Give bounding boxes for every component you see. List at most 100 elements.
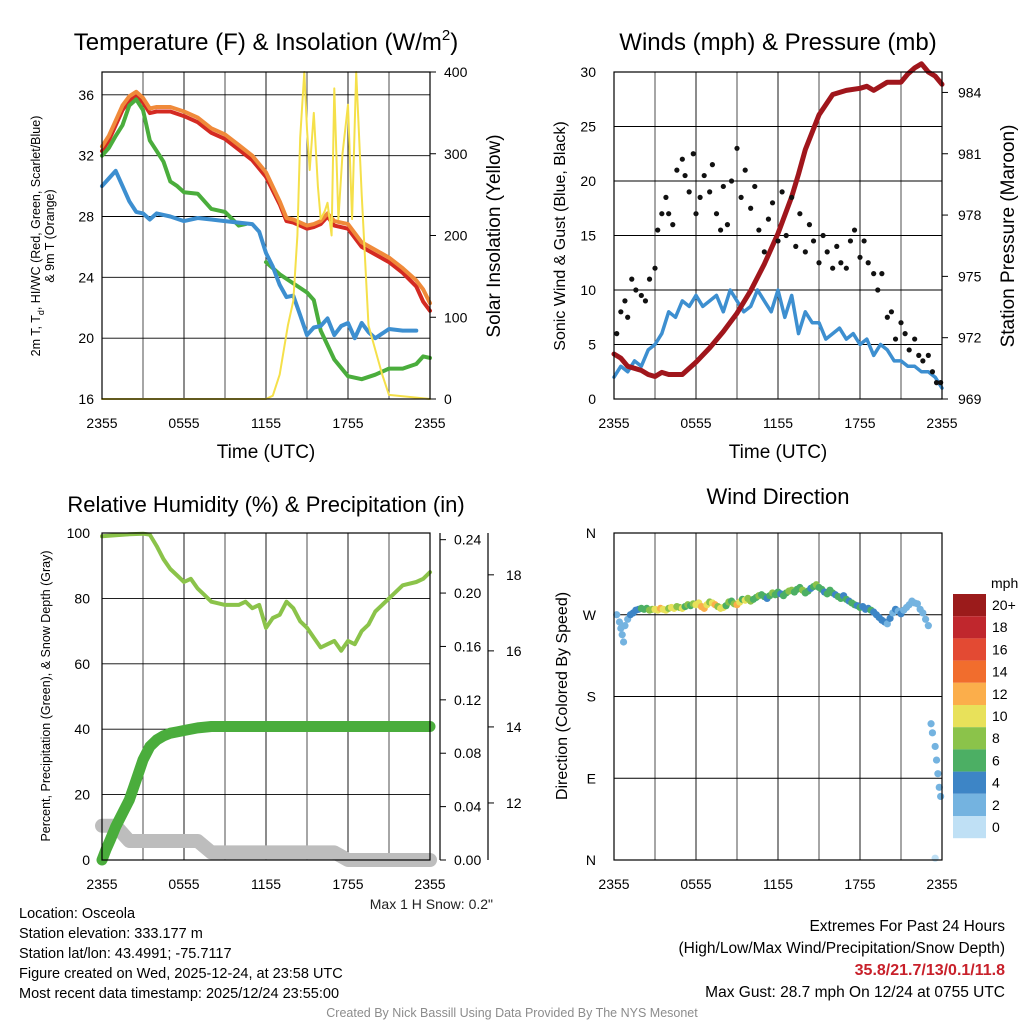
meteogram-figure: Temperature (F) & Insolation (W/m2) 2355…	[29, 27, 1019, 890]
credit-line: Created By Nick Bassill Using Data Provi…	[326, 1006, 698, 1020]
series-dewpoint-0	[100, 97, 248, 228]
legend-label-6: 6	[992, 752, 1000, 768]
legend-swatch-8	[953, 771, 986, 794]
created-text: Figure created on Wed, 2025-12-24, at 23…	[19, 966, 343, 982]
legend-label-16: 16	[992, 641, 1008, 657]
gust-point-8	[646, 276, 653, 282]
legend-swatch-1	[953, 616, 986, 639]
legend-swatch-6	[953, 727, 986, 750]
dir-xtick-2355-4: 2355	[926, 876, 957, 890]
legend-label-10: 10	[992, 708, 1008, 724]
direction-point-3	[618, 631, 626, 639]
pressure-ytick-984: 984	[958, 84, 982, 100]
gust-point-51	[830, 265, 836, 271]
legend-label-20+: 20+	[992, 597, 1016, 613]
winds-panel: Winds (mph) & Pressure (mb) 2355 0555 1155…	[552, 29, 1019, 463]
extremes-values: 35.8/21.7/13/0.1/11.8	[854, 962, 1005, 979]
insolation-ylabel: Solar Insolation (Yellow)	[484, 134, 505, 337]
temp-xtick-1155-2: 1155	[251, 415, 281, 431]
humidity-grid	[101, 532, 431, 861]
snow-ytick-16: 16	[506, 643, 522, 659]
wind-ytick-0: 0	[588, 391, 596, 407]
gust-point-43	[793, 243, 799, 249]
gust-point-10	[655, 227, 661, 233]
gust-point-2	[622, 298, 628, 304]
direction-point-118	[928, 729, 937, 737]
gust-point-25	[713, 211, 720, 217]
dir-xtick-0555-1: 0555	[680, 876, 711, 890]
precip-ytick-0.20: 0.20	[454, 585, 481, 601]
temp-xtick-1755-3: 1755	[332, 415, 363, 431]
winds-series	[611, 61, 945, 390]
gust-point-48	[816, 260, 822, 266]
gust-point-50	[824, 249, 830, 255]
dir-xtick-1755-3: 1755	[844, 876, 875, 890]
direction-point-121	[934, 770, 942, 778]
snow-ytick-14: 14	[506, 719, 522, 735]
gust-point-5	[633, 287, 639, 293]
gust-point-58	[861, 238, 867, 244]
location-text: Location: Osceola	[19, 906, 136, 922]
series-9m-t	[100, 89, 432, 306]
rh-ytick-20: 20	[74, 787, 90, 803]
winds-axes: 2355 0555 1155 1755 235505101520253096997297…	[580, 64, 981, 431]
direction-point-115	[922, 615, 930, 623]
elevation-text: Station elevation: 333.177 m	[19, 926, 203, 942]
temperature-axes: 2355 0555 1155 1755 2355 16 20 24 28 32 36 0 100 200 3…	[78, 64, 467, 431]
legend-label-2: 2	[992, 797, 1000, 813]
gust-point-3	[625, 314, 631, 320]
max-snow-note: Max 1 H Snow: 0.2"	[369, 896, 493, 912]
gust-point-23	[707, 189, 713, 195]
direction-point-0	[613, 611, 621, 619]
gust-point-45	[802, 249, 808, 255]
series-relative-humidity	[100, 531, 432, 653]
gust-point-31	[738, 194, 744, 200]
rh-xtick-2355-4: 2355	[414, 876, 445, 890]
gust-point-42	[789, 194, 795, 200]
humidity-panel: Relative Humidity (%) & Precipitation (i…	[39, 492, 522, 890]
gust-point-1	[618, 309, 624, 315]
legend-label-0: 0	[992, 819, 1000, 835]
wind-xtick-1155-2: 1155	[763, 415, 793, 431]
insolation-ytick-100: 100	[444, 309, 468, 325]
rh-ytick-80: 80	[74, 590, 90, 606]
gust-point-7	[642, 298, 649, 304]
gust-point-13	[666, 211, 672, 217]
wind-direction-grid	[613, 532, 943, 861]
wind-direction-plot-frame	[613, 532, 943, 861]
gust-point-61	[875, 287, 881, 293]
wind-xtick-2355-0: 2355	[598, 415, 629, 431]
temp-xtick-0555-1: 0555	[168, 415, 199, 431]
direction-point-123	[937, 792, 945, 801]
wind-ytick-10: 10	[580, 282, 596, 298]
gust-point-65	[892, 336, 899, 342]
direction-point-5	[621, 622, 629, 630]
direction-point-101	[883, 620, 891, 628]
legend-label-14: 14	[992, 664, 1008, 680]
legend-swatch-10	[953, 816, 986, 839]
gust-point-26	[718, 227, 724, 233]
gust-point-28	[724, 222, 731, 228]
wind-direction-title: Wind Direction	[706, 484, 849, 509]
temp-ytick-24: 24	[78, 269, 94, 285]
direction-point-102	[886, 614, 894, 622]
winds-ylabel: Sonic Wind & Gust (Blue, Black)	[552, 121, 569, 350]
gust-point-57	[857, 254, 863, 260]
insolation-ytick-300: 300	[444, 146, 468, 162]
temp-ytick-20: 20	[78, 330, 94, 346]
precip-ytick-0.16: 0.16	[454, 638, 481, 654]
winds-xlabel: Time (UTC)	[729, 442, 828, 463]
legend-label-12: 12	[992, 686, 1008, 702]
rh-xtick-0555-1: 0555	[168, 876, 199, 890]
legend-swatch-2	[953, 638, 986, 661]
gust-point-19	[690, 151, 696, 157]
dir-ytick-W-3: W	[583, 607, 597, 623]
temperature-grid	[101, 72, 431, 400]
gust-point-36	[761, 249, 767, 255]
wind-direction-panel: Wind Direction 2355 0555 1155 1755 2355NESWN…	[554, 484, 1018, 890]
gust-point-33	[748, 205, 754, 211]
gust-point-47	[810, 238, 817, 244]
legend-swatch-9	[953, 793, 986, 816]
rh-ytick-0: 0	[82, 852, 90, 868]
